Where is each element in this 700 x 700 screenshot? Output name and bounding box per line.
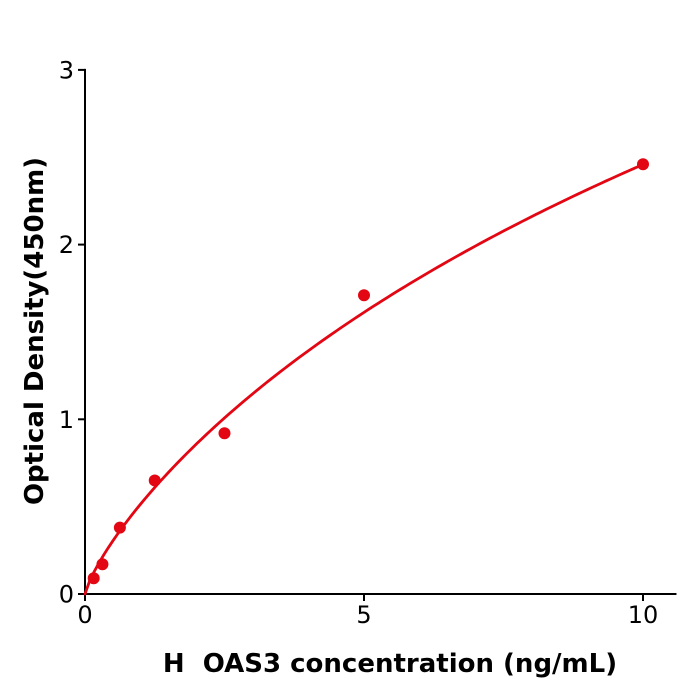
x-tick-label: 0 (77, 601, 92, 629)
data-point (113, 521, 126, 534)
x-tick-label: 10 (628, 601, 659, 629)
y-tick-label: 1 (59, 406, 74, 434)
y-tick-label: 2 (59, 231, 74, 259)
x-axis-label: H OAS3 concentration (ng/mL) (163, 649, 617, 679)
y-tick-label: 0 (59, 581, 74, 609)
data-point (218, 427, 231, 440)
data-point (87, 572, 100, 585)
data-point (637, 158, 649, 171)
fit-curve (83, 163, 645, 596)
axes: 0 5 10 0 1 2 3 (59, 56, 677, 629)
fit-curve-layer (83, 163, 645, 596)
y-axis-label: Optical Density(450nm) (20, 157, 50, 505)
data-point (96, 558, 109, 571)
y-tick-label: 3 (59, 56, 74, 84)
data-point (148, 474, 161, 487)
data-points-layer (87, 158, 649, 585)
x-tick-label: 5 (356, 601, 371, 629)
data-point (358, 289, 370, 302)
